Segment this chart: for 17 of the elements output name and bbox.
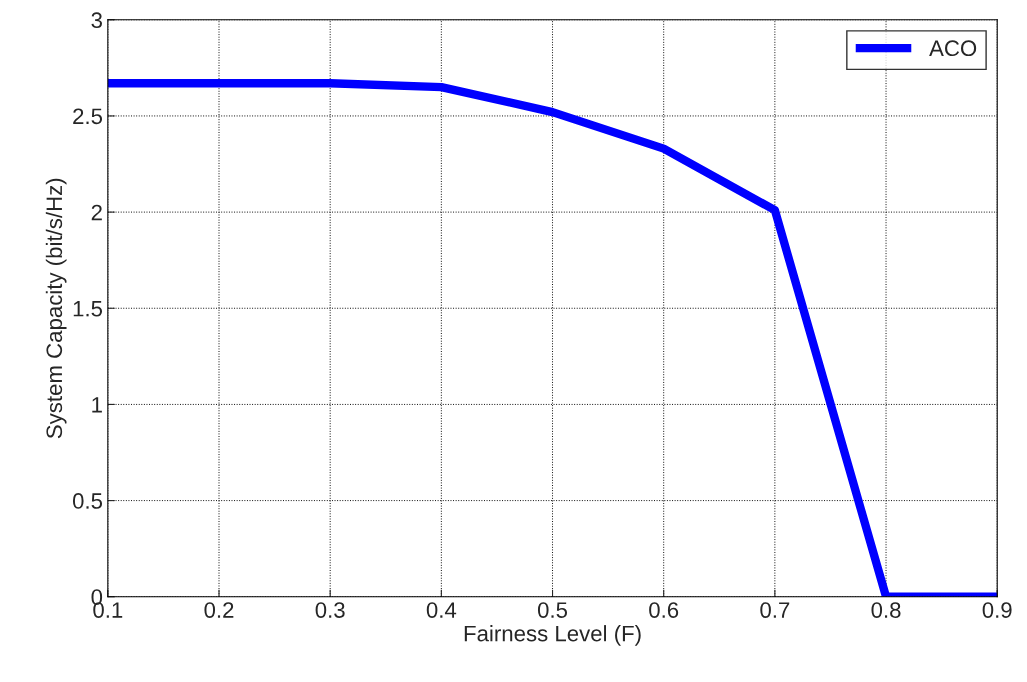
y-tick-label: 1 [92,397,102,413]
y-tick-label: 2 [91,204,102,221]
x-tick-label: 0.4 [426,602,457,618]
x-tick-label: 0.7 [760,602,790,618]
y-tick-label: 0.5 [72,493,103,509]
x-tick-label: 0.5 [537,602,568,618]
x-tick-label: 0.2 [204,602,234,618]
x-tick-label: 0.8 [871,602,901,618]
y-tick-label: 3 [91,12,102,29]
y-tick-label: 1.5 [73,301,103,317]
x-tick-label: 0.9 [982,602,1012,618]
x-tick-label: 0.3 [315,602,345,618]
y-axis-title: System Capacity (bit/s/Hz) [45,178,67,439]
x-tick-label: 0.6 [649,602,679,618]
y-tick-label: 2.5 [73,108,103,125]
x-axis-title: Fairness Level (F) [464,625,641,646]
legend-label: ACO [929,40,977,57]
